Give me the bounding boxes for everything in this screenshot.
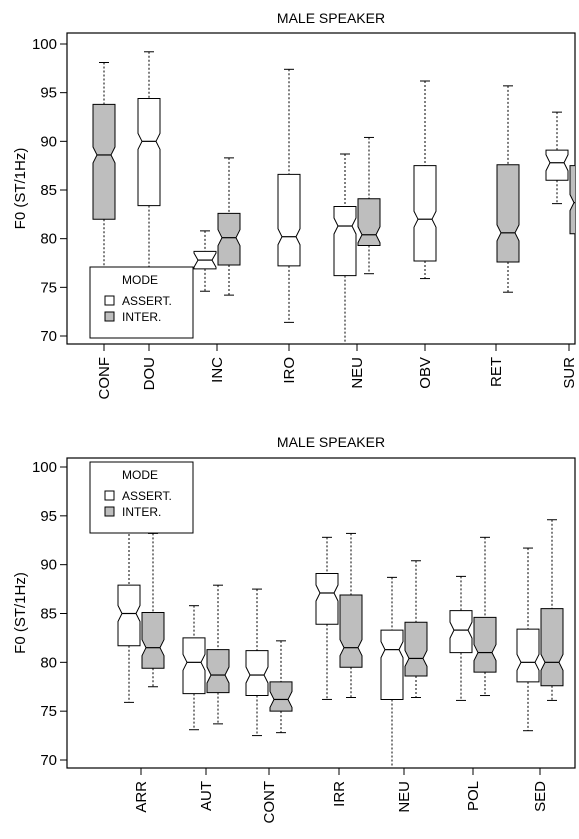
x-tick-label: SED <box>532 781 549 812</box>
box-assert-neu <box>333 153 357 344</box>
y-tick-label: 70 <box>40 752 57 769</box>
box-body <box>217 212 241 266</box>
legend: MODE ASSERT. INTER. <box>89 461 194 534</box>
y-tick-label: 90 <box>40 133 57 150</box>
box-body <box>516 628 540 683</box>
box-assert-sur <box>545 111 569 205</box>
x-tick-label: IRO <box>281 357 298 384</box>
box-inter-cont <box>269 640 293 734</box>
box-inter-sed <box>540 519 564 701</box>
box-inter-irr <box>339 532 363 698</box>
y-tick-label: 80 <box>40 231 57 248</box>
box-body <box>315 572 339 625</box>
y-tick-label: 100 <box>32 459 57 476</box>
legend-entry: ASSERT. <box>122 489 172 503</box>
box-inter-ret <box>496 85 520 293</box>
box-assert-dou <box>137 51 161 288</box>
box-body <box>404 621 428 677</box>
box-assert-pol <box>449 575 473 701</box>
box-inter-aut <box>206 584 230 725</box>
box-body <box>449 610 473 654</box>
y-tick-label: 95 <box>40 85 57 102</box>
boxes-group <box>117 509 564 768</box>
chart-title: MALE SPEAKER <box>277 10 385 26</box>
box-body <box>545 149 569 181</box>
y-tick-label: 85 <box>40 606 57 623</box>
box-body <box>357 198 381 246</box>
box-body <box>473 616 497 673</box>
x-tick-label: RET <box>488 357 505 387</box>
box-assert-obv <box>413 80 437 280</box>
box-body <box>413 165 437 262</box>
box-body <box>92 103 116 220</box>
box-inter-arr <box>141 532 165 688</box>
chart-panel-2: MALE SPEAKER F0 (ST/1Hz) 70 75 80 85 90 95 100 AR… <box>12 434 576 824</box>
chart-title: MALE SPEAKER <box>277 434 385 450</box>
legend-title: MODE <box>122 468 158 482</box>
box-inter-neu <box>404 560 428 698</box>
y-axis-label: F0 (ST/1Hz) <box>12 572 29 654</box>
y-tick-label: 100 <box>32 36 57 53</box>
box-body <box>269 681 293 712</box>
boxes-group <box>92 51 575 344</box>
y-tick-label: 95 <box>40 508 57 525</box>
legend-swatch <box>104 295 115 306</box>
legend-swatch <box>104 311 115 322</box>
box-body <box>540 608 564 687</box>
box-inter-pol <box>473 536 497 697</box>
legend-entry: INTER. <box>122 310 161 324</box>
box-body <box>245 650 269 697</box>
box-body <box>333 206 357 277</box>
box-assert-iro <box>277 68 301 323</box>
box-assert-neu <box>380 576 404 768</box>
x-tick-label: CONF <box>96 357 113 400</box>
box-inter-conf <box>92 61 116 291</box>
legend-entry: INTER. <box>122 505 161 519</box>
box-body <box>117 584 141 647</box>
y-tick-label: 70 <box>40 328 57 345</box>
box-assert-arr <box>117 509 141 703</box>
chart-panel-1: MALE SPEAKER F0 (ST/1Hz) 70 75 80 85 90 95 100 CO… <box>12 10 578 400</box>
legend-swatch <box>104 506 115 517</box>
box-body <box>137 98 161 207</box>
legend-swatch <box>104 490 115 501</box>
x-tick-label: POL <box>465 781 482 811</box>
y-tick-label: 90 <box>40 557 57 574</box>
x-tick-label: NEU <box>349 357 366 389</box>
legend: MODE ASSERT. INTER. <box>89 266 194 339</box>
y-tick-label: 80 <box>40 654 57 671</box>
y-tick-label: 85 <box>40 182 57 199</box>
box-body <box>496 164 520 263</box>
box-body <box>569 165 575 235</box>
box-assert-inc <box>193 230 217 292</box>
box-assert-sed <box>516 547 540 732</box>
y-tick-label: 75 <box>40 279 57 296</box>
x-tick-label: DOU <box>141 357 158 390</box>
x-tick-label: CONT <box>261 781 278 824</box>
y-axis-label: F0 (ST/1Hz) <box>12 148 29 230</box>
box-assert-cont <box>245 588 269 737</box>
box-body <box>141 612 165 669</box>
x-tick-label: SUR <box>561 357 578 389</box>
box-body <box>339 594 363 668</box>
x-tick-label: IRR <box>331 781 348 807</box>
box-inter-inc <box>217 157 241 296</box>
box-inter-sur <box>569 165 575 235</box>
box-body <box>380 629 404 700</box>
x-tick-label: OBV <box>417 357 434 389</box>
y-tick-label: 75 <box>40 703 57 720</box>
x-tick-label: NEU <box>396 781 413 813</box>
x-tick-label: INC <box>209 357 226 383</box>
box-assert-aut <box>182 605 206 731</box>
legend-title: MODE <box>122 273 158 287</box>
x-tick-label: AUT <box>198 781 215 811</box>
legend-entry: ASSERT. <box>122 294 172 308</box>
box-inter-neu <box>357 136 381 275</box>
box-body <box>206 649 230 694</box>
x-tick-label: ARR <box>133 781 150 813</box>
box-body <box>277 173 301 267</box>
box-body <box>182 637 206 695</box>
box-assert-irr <box>315 536 339 700</box>
